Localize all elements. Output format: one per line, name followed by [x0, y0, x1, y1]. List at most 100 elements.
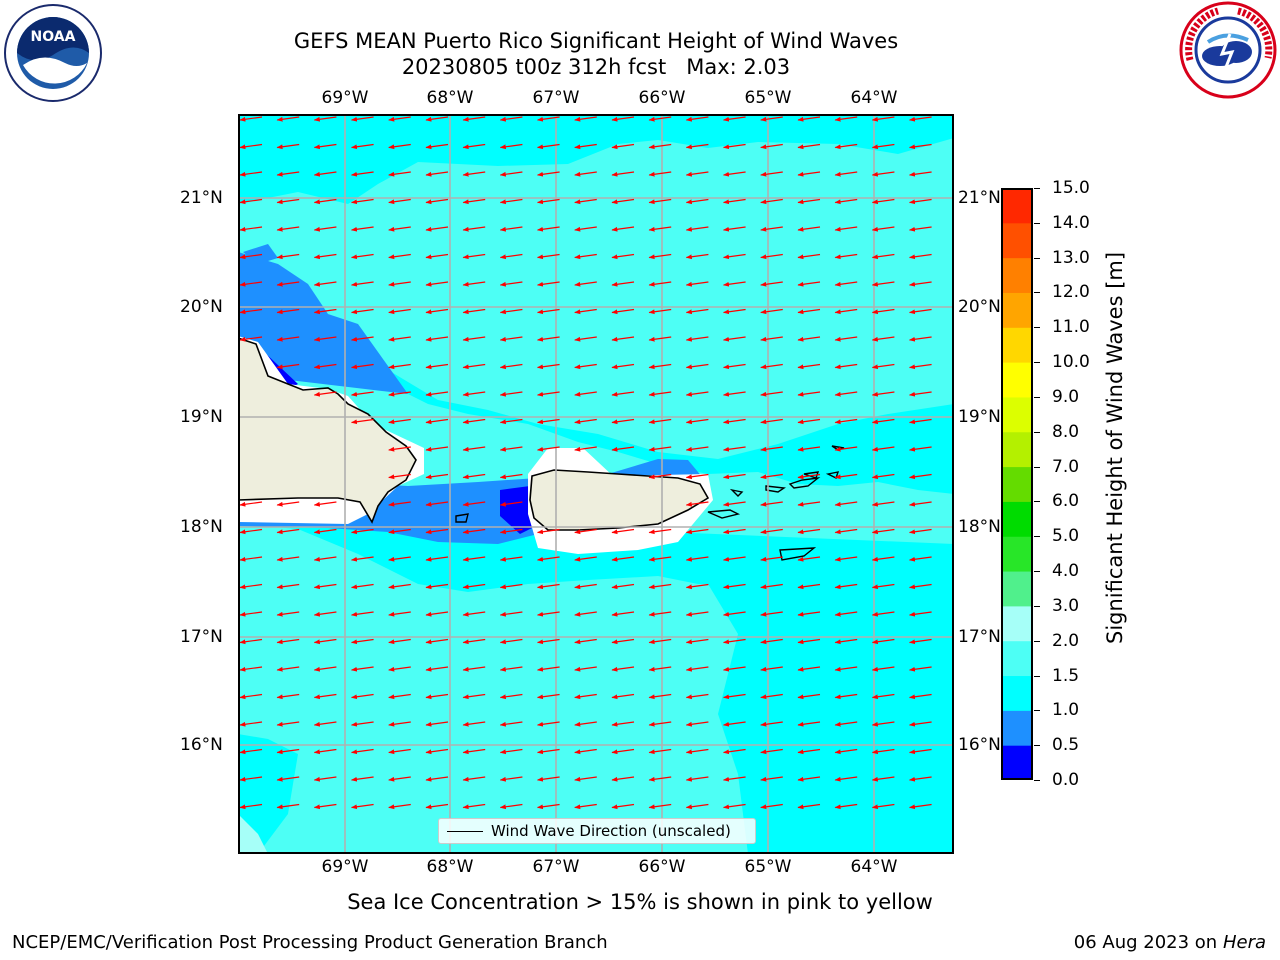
wind-wave-arrow [425, 611, 449, 617]
wind-wave-arrow [313, 171, 337, 177]
wind-wave-arrow [648, 198, 672, 205]
wind-wave-arrow [797, 638, 821, 645]
wind-wave-arrow [388, 446, 411, 452]
colorbar-tick-label: 14.0 [1052, 212, 1090, 233]
wind-wave-arrow [871, 501, 895, 507]
wind-wave-arrow [648, 693, 672, 700]
wind-wave-arrow [760, 583, 783, 590]
wind-wave-arrow [574, 418, 597, 425]
wind-wave-arrow [574, 528, 597, 535]
colorbar-segment [1001, 362, 1033, 398]
colorbar-tick-mark [1034, 222, 1040, 224]
wind-wave-arrow [425, 748, 449, 755]
wind-wave-arrow [499, 638, 523, 645]
wind-wave-arrow [909, 226, 932, 232]
dark-area-mona [500, 486, 536, 534]
wind-wave-arrow [909, 336, 932, 342]
wind-wave-arrow [685, 418, 709, 425]
land-st-john [788, 476, 821, 489]
wind-wave-arrow [760, 528, 783, 535]
wind-wave-arrow [685, 281, 709, 287]
wind-wave-arrow [611, 363, 635, 370]
wind-wave-arrow [834, 556, 858, 562]
wind-wave-arrow [723, 336, 746, 342]
lat-label-left: 20°N [180, 297, 223, 317]
wind-wave-arrow [909, 171, 932, 177]
wind-wave-arrow [834, 308, 858, 315]
wind-wave-arrow [648, 446, 672, 452]
wind-wave-arrow [760, 336, 783, 342]
wind-wave-arrow [239, 253, 263, 260]
wind-wave-arrow [462, 583, 486, 590]
wind-wave-arrow [648, 803, 672, 810]
wind-wave-arrow [611, 253, 635, 260]
wind-wave-arrow [425, 666, 449, 672]
footer-host: Hera [1222, 932, 1266, 953]
wind-wave-arrow [574, 666, 597, 672]
wind-wave-arrow [797, 116, 821, 122]
wind-wave-arrow [909, 776, 932, 782]
wind-wave-arrow [462, 116, 486, 122]
wind-wave-arrow [611, 198, 635, 205]
wind-wave-arrow [313, 363, 337, 370]
lat-label-right: 17°N [958, 627, 1001, 647]
footer-date-text: 06 Aug 2023 on [1073, 932, 1218, 953]
wind-wave-arrow [351, 281, 374, 287]
wind-wave-arrow [388, 638, 411, 645]
colorbar-segment [1001, 501, 1033, 537]
wind-wave-arrow [239, 226, 263, 232]
wind-wave-arrow [871, 253, 895, 260]
wind-wave-arrow [797, 803, 821, 810]
wind-wave-arrow [685, 611, 709, 617]
wind-wave-arrow [685, 171, 709, 177]
wind-wave-arrow [351, 116, 374, 122]
colorbar-tick-label: 1.0 [1052, 700, 1080, 721]
wind-wave-arrow [425, 281, 449, 287]
shallow-area-spot [243, 244, 278, 264]
wind-wave-arrow [871, 198, 895, 205]
wind-wave-arrow [909, 473, 932, 480]
wind-wave-arrow [574, 308, 597, 315]
wind-wave-arrow [351, 528, 374, 535]
land-mona-island [455, 513, 469, 523]
wind-wave-arrow [462, 391, 486, 397]
wind-wave-arrow [425, 638, 449, 645]
lon-label-top: 65°W [744, 88, 792, 108]
wind-wave-arrow [425, 336, 449, 342]
lon-label-top: 69°W [321, 88, 369, 108]
colorbar-tick-label: 7.0 [1052, 456, 1080, 477]
wind-wave-arrow [834, 281, 858, 287]
wind-wave-arrow [388, 363, 411, 370]
wind-wave-arrow [760, 171, 783, 177]
land-st-thomas [765, 485, 786, 493]
wind-wave-arrow [276, 198, 300, 205]
wind-wave-arrow [276, 528, 300, 535]
wind-wave-arrow [685, 226, 709, 232]
wind-wave-arrow [388, 611, 411, 617]
wind-wave-arrow [537, 253, 560, 260]
wind-wave-arrow [351, 226, 374, 232]
wind-wave-arrow [388, 336, 411, 342]
wind-wave-arrow [276, 611, 300, 617]
wind-wave-arrow [723, 528, 746, 535]
wind-wave-arrow [574, 721, 597, 727]
wind-wave-arrow [611, 693, 635, 700]
wind-wave-arrow [574, 171, 597, 177]
wind-wave-arrow [797, 418, 821, 425]
wind-wave-arrow [388, 418, 411, 425]
wind-wave-arrow [537, 143, 560, 150]
wind-wave-arrow [648, 336, 672, 342]
wind-wave-arrow [648, 583, 672, 590]
wind-wave-arrow [871, 721, 895, 727]
wind-wave-arrow [388, 501, 411, 507]
wind-wave-arrow [276, 116, 300, 122]
colorbar-tick-mark [1034, 257, 1040, 259]
wind-wave-arrow [685, 748, 709, 755]
wind-wave-arrow [760, 418, 783, 425]
wind-wave-arrow [574, 583, 597, 590]
wind-wave-arrow [462, 776, 486, 782]
wind-wave-arrow [388, 253, 411, 260]
wind-wave-arrow [537, 666, 560, 672]
wind-wave-arrow [276, 226, 300, 232]
wind-wave-arrow [760, 116, 783, 122]
